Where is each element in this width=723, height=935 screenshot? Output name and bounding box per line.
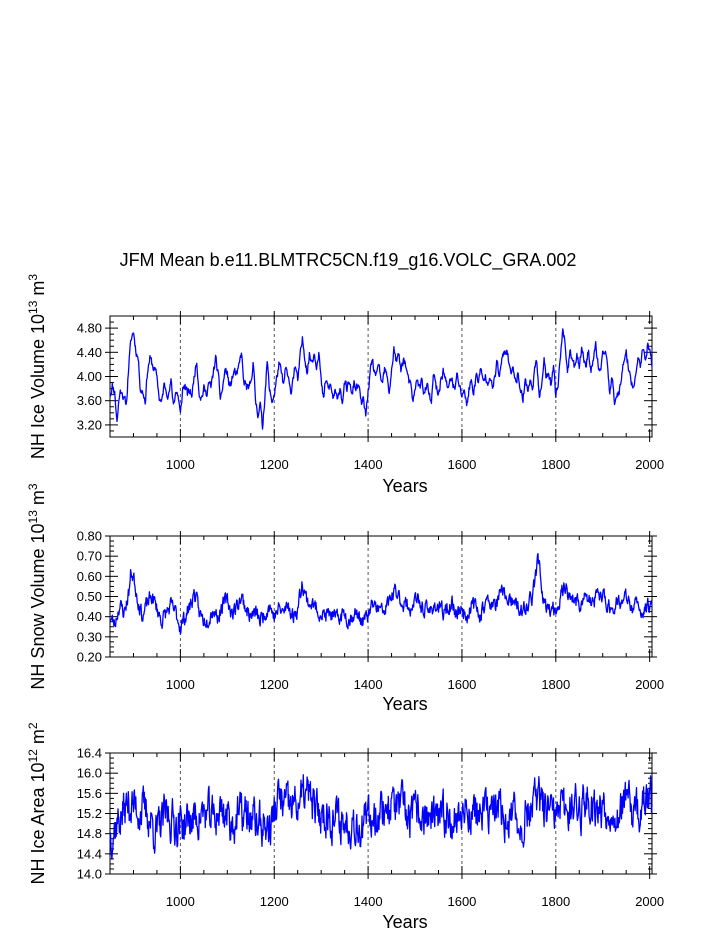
series-line bbox=[109, 774, 653, 860]
x-tick-label-1200: 1200 bbox=[260, 894, 289, 909]
y-tick-label-3: 4.40 bbox=[77, 345, 102, 360]
x-tick-label-1600: 1600 bbox=[447, 457, 476, 472]
y-tick-label-3: 15.2 bbox=[77, 806, 102, 821]
x-tick-label-2000: 2000 bbox=[635, 677, 664, 692]
y-tick-label-4: 4.80 bbox=[77, 321, 102, 336]
y-tick-label-2: 0.40 bbox=[77, 609, 102, 624]
x-tick-label-1400: 1400 bbox=[354, 894, 383, 909]
x-tick-label-1000: 1000 bbox=[166, 457, 195, 472]
y-axis-title-part-2: m bbox=[28, 281, 48, 301]
y-tick-label-0: 3.20 bbox=[77, 417, 102, 432]
y-axis-title-part-1: 12 bbox=[26, 749, 40, 763]
y-axis-title: NH Ice Volume 1013 m3 bbox=[26, 274, 48, 459]
y-axis-title-part-2: m bbox=[28, 490, 48, 510]
y-axis-title-part-3: 2 bbox=[26, 722, 40, 729]
series-line bbox=[109, 328, 653, 430]
x-tick-label-2000: 2000 bbox=[635, 457, 664, 472]
y-axis-title-part-1: 13 bbox=[26, 510, 40, 524]
y-tick-label-1: 14.4 bbox=[77, 846, 102, 861]
y-axis-title-part-0: NH Ice Area 10 bbox=[28, 762, 48, 884]
y-tick-label-0: 0.20 bbox=[77, 650, 102, 665]
y-tick-label-5: 16.0 bbox=[77, 766, 102, 781]
x-axis-title: Years bbox=[382, 476, 427, 496]
y-tick-label-6: 0.80 bbox=[77, 529, 102, 544]
x-tick-label-2000: 2000 bbox=[635, 894, 664, 909]
y-tick-label-2: 14.8 bbox=[77, 826, 102, 841]
y-axis-title: NH Ice Area 1012 m2 bbox=[26, 722, 48, 884]
x-tick-label-1400: 1400 bbox=[354, 457, 383, 472]
y-tick-label-1: 0.30 bbox=[77, 629, 102, 644]
x-tick-label-1000: 1000 bbox=[166, 677, 195, 692]
y-axis-title-part-1: 13 bbox=[26, 300, 40, 314]
x-tick-label-1200: 1200 bbox=[260, 677, 289, 692]
y-tick-label-2: 4.00 bbox=[77, 369, 102, 384]
x-tick-label-1200: 1200 bbox=[260, 457, 289, 472]
y-tick-label-4: 0.60 bbox=[77, 569, 102, 584]
x-tick-label-1800: 1800 bbox=[541, 457, 570, 472]
x-tick-label-1400: 1400 bbox=[354, 677, 383, 692]
y-tick-label-0: 14.0 bbox=[77, 867, 102, 882]
chart-title: JFM Mean b.e11.BLMTRC5CN.f19_g16.VOLC_GR… bbox=[120, 250, 577, 271]
x-axis-title: Years bbox=[382, 912, 427, 932]
y-axis-title-part-0: NH Ice Volume 10 bbox=[28, 314, 48, 459]
series-line bbox=[109, 552, 653, 635]
y-axis-title-part-0: NH Snow Volume 10 bbox=[28, 523, 48, 689]
y-axis-title-part-3: 3 bbox=[26, 483, 40, 490]
panel-nh-snow-volume: 1000 1200 1400 1600 1800 2000 0.20 0.30 0.40 0.50… bbox=[26, 483, 664, 714]
y-axis-title-part-3: 3 bbox=[26, 274, 40, 281]
panel-nh-ice-area: 1000 1200 1400 1600 1800 2000 14.0 14.4 14.8 15.2… bbox=[26, 722, 664, 932]
y-tick-label-1: 3.60 bbox=[77, 393, 102, 408]
x-tick-label-1600: 1600 bbox=[447, 677, 476, 692]
x-tick-label-1600: 1600 bbox=[447, 894, 476, 909]
y-axis-title: NH Snow Volume 1013 m3 bbox=[26, 483, 48, 689]
y-tick-label-4: 15.6 bbox=[77, 786, 102, 801]
x-axis-title: Years bbox=[382, 694, 427, 714]
y-tick-label-3: 0.50 bbox=[77, 589, 102, 604]
x-tick-label-1000: 1000 bbox=[166, 894, 195, 909]
y-tick-label-6: 16.4 bbox=[77, 746, 102, 761]
x-tick-label-1800: 1800 bbox=[541, 677, 570, 692]
y-tick-label-5: 0.70 bbox=[77, 549, 102, 564]
x-tick-label-1800: 1800 bbox=[541, 894, 570, 909]
y-axis-title-part-2: m bbox=[28, 729, 48, 749]
panel-nh-ice-volume: 1000 1200 1400 1600 1800 2000 3.20 3.60 4.00 4.40… bbox=[26, 274, 664, 496]
